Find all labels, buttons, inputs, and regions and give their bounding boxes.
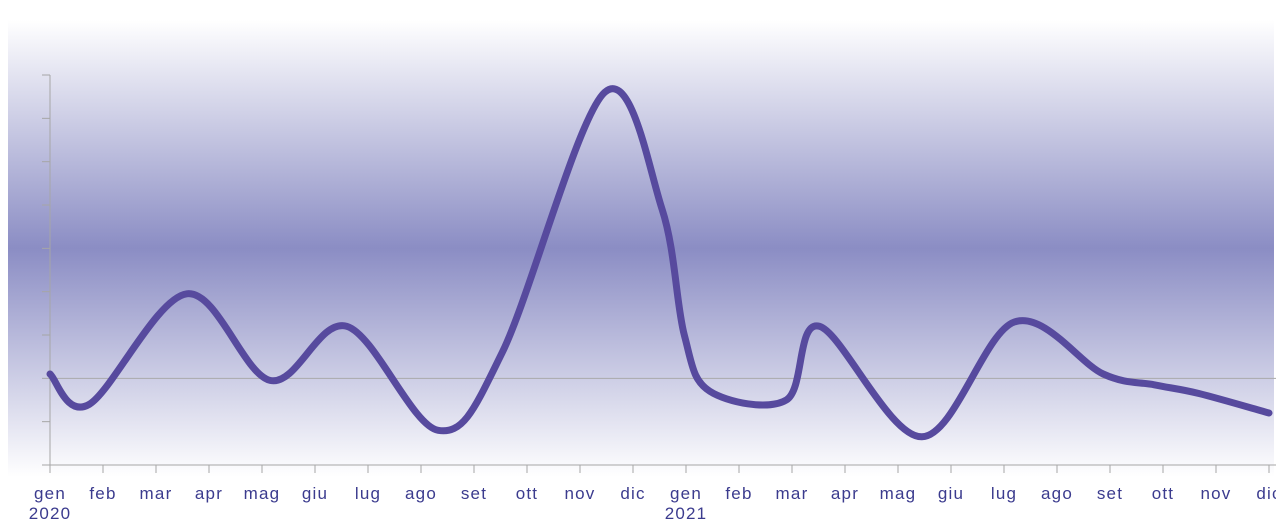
x-tick-label: mar <box>776 484 809 503</box>
x-tick-label: giu <box>302 484 328 503</box>
data-point <box>437 429 440 432</box>
x-tick-label: lug <box>355 484 381 503</box>
x-tick-label: nov <box>564 484 595 503</box>
data-point <box>269 379 272 382</box>
x-tick-label: gen <box>670 484 702 503</box>
data-point <box>603 91 606 94</box>
axes <box>42 74 1276 473</box>
plot-background <box>8 20 1274 477</box>
x-tick-year-label: 2021 <box>665 504 708 523</box>
series <box>46 85 1273 441</box>
x-tick-label: mar <box>140 484 173 503</box>
x-tick-label: dic <box>1256 484 1276 503</box>
x-tick-label: gen <box>34 484 66 503</box>
data-point <box>1102 373 1105 375</box>
x-tick-label: ago <box>405 484 437 503</box>
x-tick-label: mag <box>244 484 281 503</box>
data-point <box>501 351 504 354</box>
data-point <box>920 435 923 438</box>
data-point <box>818 325 821 328</box>
x-tick-label: set <box>1097 484 1123 503</box>
data-point <box>661 208 664 211</box>
x-tick-label: feb <box>89 484 116 503</box>
data-point <box>1268 412 1270 414</box>
x-tick-label: ott <box>516 484 539 503</box>
x-tick-label: apr <box>195 484 223 503</box>
x-tick-label: dic <box>620 484 645 503</box>
x-tick-label: nov <box>1200 484 1231 503</box>
data-point <box>185 292 188 295</box>
x-tick-label: mag <box>880 484 917 503</box>
x-tick-label: ago <box>1041 484 1073 503</box>
data-point <box>49 373 51 375</box>
data-point <box>785 399 788 401</box>
x-tick-label: ott <box>1152 484 1175 503</box>
data-point <box>1197 392 1200 395</box>
x-tick-label: giu <box>938 484 964 503</box>
x-tick-label: set <box>461 484 487 503</box>
x-tick-label: lug <box>991 484 1017 503</box>
data-point <box>1153 383 1156 386</box>
data-point <box>1013 321 1016 323</box>
x-tick-label: feb <box>725 484 752 503</box>
x-tick-year-label: 2020 <box>29 504 72 523</box>
data-point <box>88 403 91 406</box>
data-point <box>345 325 348 328</box>
x-tick-label: apr <box>831 484 859 503</box>
data-point <box>683 334 686 336</box>
data-point <box>708 390 711 393</box>
